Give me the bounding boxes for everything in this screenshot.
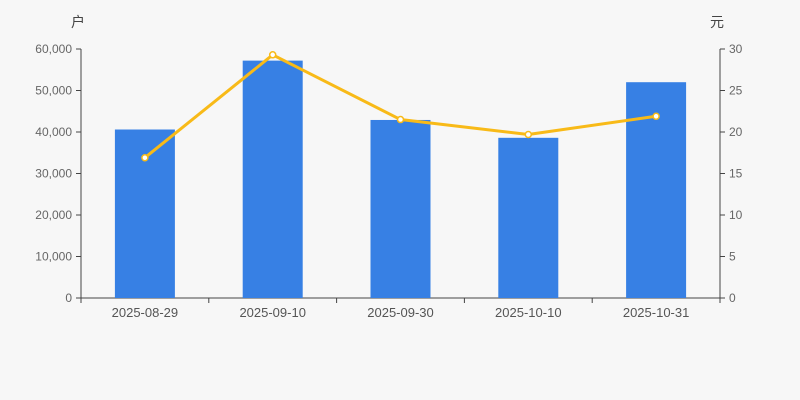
x-axis-tick-label: 2025-09-30 — [367, 305, 434, 320]
line-point-marker[interactable] — [396, 115, 405, 124]
right-axis-tick-label: 25 — [729, 84, 743, 98]
right-axis-tick-label: 15 — [729, 167, 743, 181]
left-axis-unit-label: 户 — [71, 14, 85, 30]
line-point-marker[interactable] — [268, 51, 277, 59]
left-axis-tick-label: 20,000 — [35, 208, 72, 222]
right-axis-tick-label: 0 — [729, 291, 736, 305]
bar[interactable] — [498, 137, 559, 298]
left-axis-tick-label: 10,000 — [35, 250, 72, 264]
left-axis-tick-label: 50,000 — [35, 84, 72, 98]
bar[interactable] — [242, 60, 303, 299]
left-axis-tick-label: 0 — [65, 291, 72, 305]
right-axis-tick-label: 5 — [729, 250, 736, 264]
x-axis-tick-label: 2025-09-10 — [239, 305, 306, 320]
x-axis-tick-label: 2025-08-29 — [112, 305, 179, 320]
left-axis-tick-label: 40,000 — [35, 125, 72, 139]
line-point-marker[interactable] — [652, 112, 660, 120]
x-axis-tick-label: 2025-10-10 — [495, 305, 562, 320]
bar[interactable] — [370, 119, 431, 298]
right-axis-tick-label: 30 — [729, 42, 743, 56]
left-axis-tick-label: 30,000 — [35, 167, 72, 181]
right-axis-tick-label: 20 — [729, 125, 743, 139]
x-axis-tick-label: 2025-10-31 — [623, 305, 690, 320]
line-point-marker[interactable] — [524, 130, 533, 139]
right-axis-unit-label: 元 — [710, 14, 724, 30]
right-axis-tick-label: 10 — [729, 208, 743, 222]
left-axis-tick-label: 60,000 — [35, 42, 72, 56]
line-point-marker[interactable] — [141, 153, 149, 162]
